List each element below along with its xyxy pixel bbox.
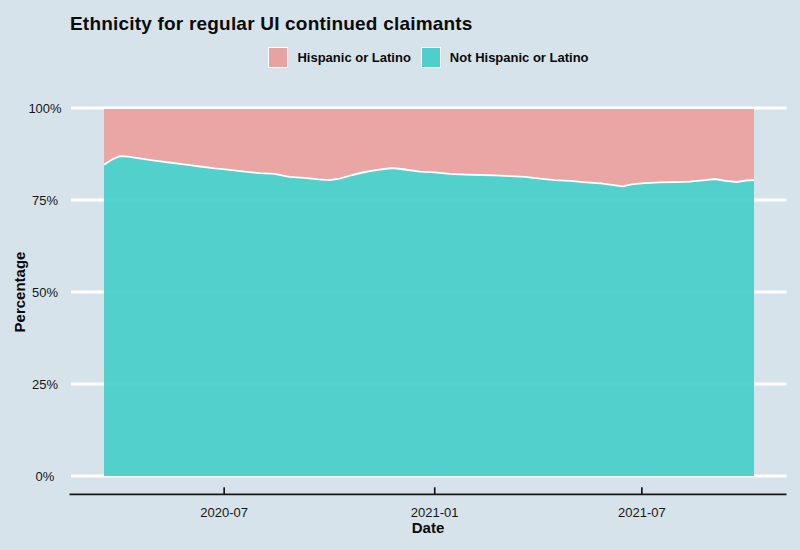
chart-canvas: 2020-07 2021-01 2021-07 0% 25% 50% 75% 100%: [0, 0, 800, 550]
legend-swatch-hispanic: [268, 47, 288, 68]
legend-item-hispanic: Hispanic or Latino: [268, 47, 410, 68]
legend-label-hispanic: Hispanic or Latino: [297, 50, 410, 65]
y-axis-title: Percentage: [11, 252, 28, 333]
x-tick-label: 2021-01: [411, 505, 459, 520]
legend-swatch-not-hispanic: [421, 47, 441, 68]
y-tick-label: 25%: [32, 377, 58, 392]
chart-title: Ethnicity for regular UI continued claim…: [70, 13, 473, 35]
legend-item-not-hispanic: Not Hispanic or Latino: [421, 47, 589, 68]
y-tick-label: 50%: [32, 285, 58, 300]
x-tick-label: 2021-07: [618, 505, 666, 520]
y-tick-label: 75%: [32, 193, 58, 208]
legend: Hispanic or Latino Not Hispanic or Latin…: [71, 46, 786, 69]
legend-label-not-hispanic: Not Hispanic or Latino: [450, 50, 589, 65]
y-tick-label: 0%: [36, 469, 55, 484]
y-tick-label: 100%: [28, 101, 62, 116]
x-axis-title: Date: [412, 519, 445, 536]
area-not-hispanic: [104, 156, 754, 476]
chart-figure: 2020-07 2021-01 2021-07 0% 25% 50% 75% 100% Eth…: [0, 0, 800, 550]
x-tick-label: 2020-07: [200, 505, 248, 520]
